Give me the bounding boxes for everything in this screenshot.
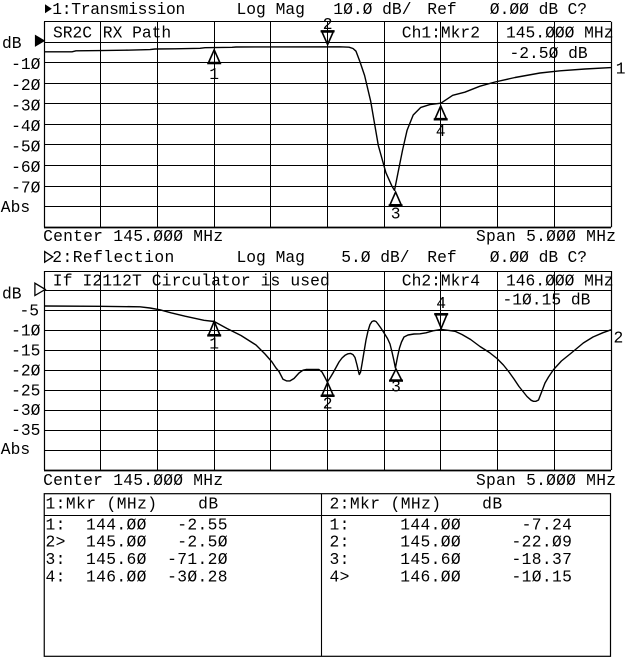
svg-text:Abs: Abs (1, 198, 30, 217)
svg-text:1: 144.ØØ -2.55: 1: 144.ØØ -2.55 (46, 515, 228, 534)
svg-text:2: 2 (323, 15, 333, 34)
svg-text:Ch1:Mkr2: Ch1:Mkr2 (402, 23, 480, 42)
svg-text:1: 1 (616, 59, 626, 78)
svg-text:1:Transmission: 1:Transmission (52, 0, 185, 19)
svg-text:4: 4 (436, 122, 446, 141)
svg-text:1: 144.ØØ -7.24: 1: 144.ØØ -7.24 (330, 515, 572, 534)
svg-text:-2Ø: -2Ø (11, 76, 41, 95)
svg-text:-7Ø: -7Ø (11, 179, 41, 198)
svg-text:C?: C? (568, 248, 588, 267)
svg-text:2: 145.ØØ -22.Ø9: 2: 145.ØØ -22.Ø9 (330, 533, 572, 552)
svg-text:Abs: Abs (1, 440, 30, 459)
svg-text:Span 5.ØØØ MHz: Span 5.ØØØ MHz (476, 227, 616, 246)
svg-text:RX Path: RX Path (103, 23, 171, 42)
svg-text:-35: -35 (11, 421, 40, 440)
svg-text:3: 145.6Ø -18.37: 3: 145.6Ø -18.37 (330, 550, 572, 569)
svg-text:1Ø.Ø dB/: 1Ø.Ø dB/ (333, 0, 411, 19)
svg-text:Ø.ØØ dB: Ø.ØØ dB (490, 0, 559, 19)
svg-text:5.Ø dB/: 5.Ø dB/ (341, 248, 409, 267)
svg-text:4: 4 (436, 294, 446, 313)
svg-text:145.ØØØ MHz: 145.ØØØ MHz (506, 23, 613, 42)
svg-text:1: 1 (209, 335, 219, 354)
svg-text:-1Ø: -1Ø (11, 55, 41, 74)
svg-text:1: 1 (209, 65, 219, 84)
svg-text:Center 145.ØØØ MHz: Center 145.ØØØ MHz (43, 227, 223, 246)
svg-text:4> 146.ØØ -1Ø.15: 4> 146.ØØ -1Ø.15 (330, 567, 572, 586)
svg-text:2: 2 (614, 329, 624, 348)
svg-text:Ref: Ref (427, 248, 456, 267)
svg-text:-1Ø: -1Ø (11, 322, 41, 341)
svg-text:-2Ø: -2Ø (11, 361, 41, 380)
svg-text:2:Mkr (MHz) dB: 2:Mkr (MHz) dB (330, 495, 503, 514)
svg-text:dB: dB (2, 284, 22, 303)
svg-text:-5Ø: -5Ø (11, 138, 41, 157)
svg-text:Log Mag: Log Mag (237, 248, 305, 267)
svg-text:Ref: Ref (427, 0, 456, 19)
svg-text:Span 5.ØØØ MHz: Span 5.ØØØ MHz (476, 471, 616, 490)
svg-text:Center 145.ØØØ MHz: Center 145.ØØØ MHz (43, 471, 223, 490)
svg-text:-15: -15 (11, 342, 40, 361)
svg-text:-25: -25 (11, 381, 40, 400)
svg-text:-1Ø.15 dB: -1Ø.15 dB (503, 291, 591, 310)
svg-text:-2.5Ø dB: -2.5Ø dB (510, 44, 588, 63)
svg-text:2:Reflection: 2:Reflection (52, 248, 174, 267)
svg-text:-3Ø: -3Ø (11, 401, 41, 420)
svg-text:3: 145.6Ø -71.2Ø: 3: 145.6Ø -71.2Ø (46, 550, 228, 569)
svg-text:146.ØØØ MHz: 146.ØØØ MHz (506, 272, 613, 291)
svg-text:-4Ø: -4Ø (11, 117, 41, 136)
svg-text:Ch2:Mkr4: Ch2:Mkr4 (402, 272, 480, 291)
svg-text:If I2112T Circulator is used: If I2112T Circulator is used (53, 272, 330, 291)
svg-text:3: 3 (391, 378, 401, 397)
svg-text:-6Ø: -6Ø (11, 158, 41, 177)
svg-text:1:Mkr (MHz) dB: 1:Mkr (MHz) dB (46, 495, 219, 514)
svg-text:-3Ø: -3Ø (11, 96, 41, 115)
svg-text:3: 3 (391, 204, 401, 223)
svg-text:2> 145.ØØ -2.5Ø: 2> 145.ØØ -2.5Ø (46, 533, 228, 552)
svg-text:2: 2 (323, 395, 333, 414)
svg-text:-5: -5 (20, 302, 40, 321)
svg-text:4: 146.ØØ -3Ø.28: 4: 146.ØØ -3Ø.28 (46, 567, 228, 586)
svg-text:Ø.ØØ dB: Ø.ØØ dB (490, 248, 559, 267)
svg-text:Log Mag: Log Mag (237, 0, 305, 19)
svg-text:dB: dB (2, 34, 22, 53)
svg-text:C?: C? (568, 0, 588, 19)
svg-text:SR2C: SR2C (53, 23, 92, 42)
